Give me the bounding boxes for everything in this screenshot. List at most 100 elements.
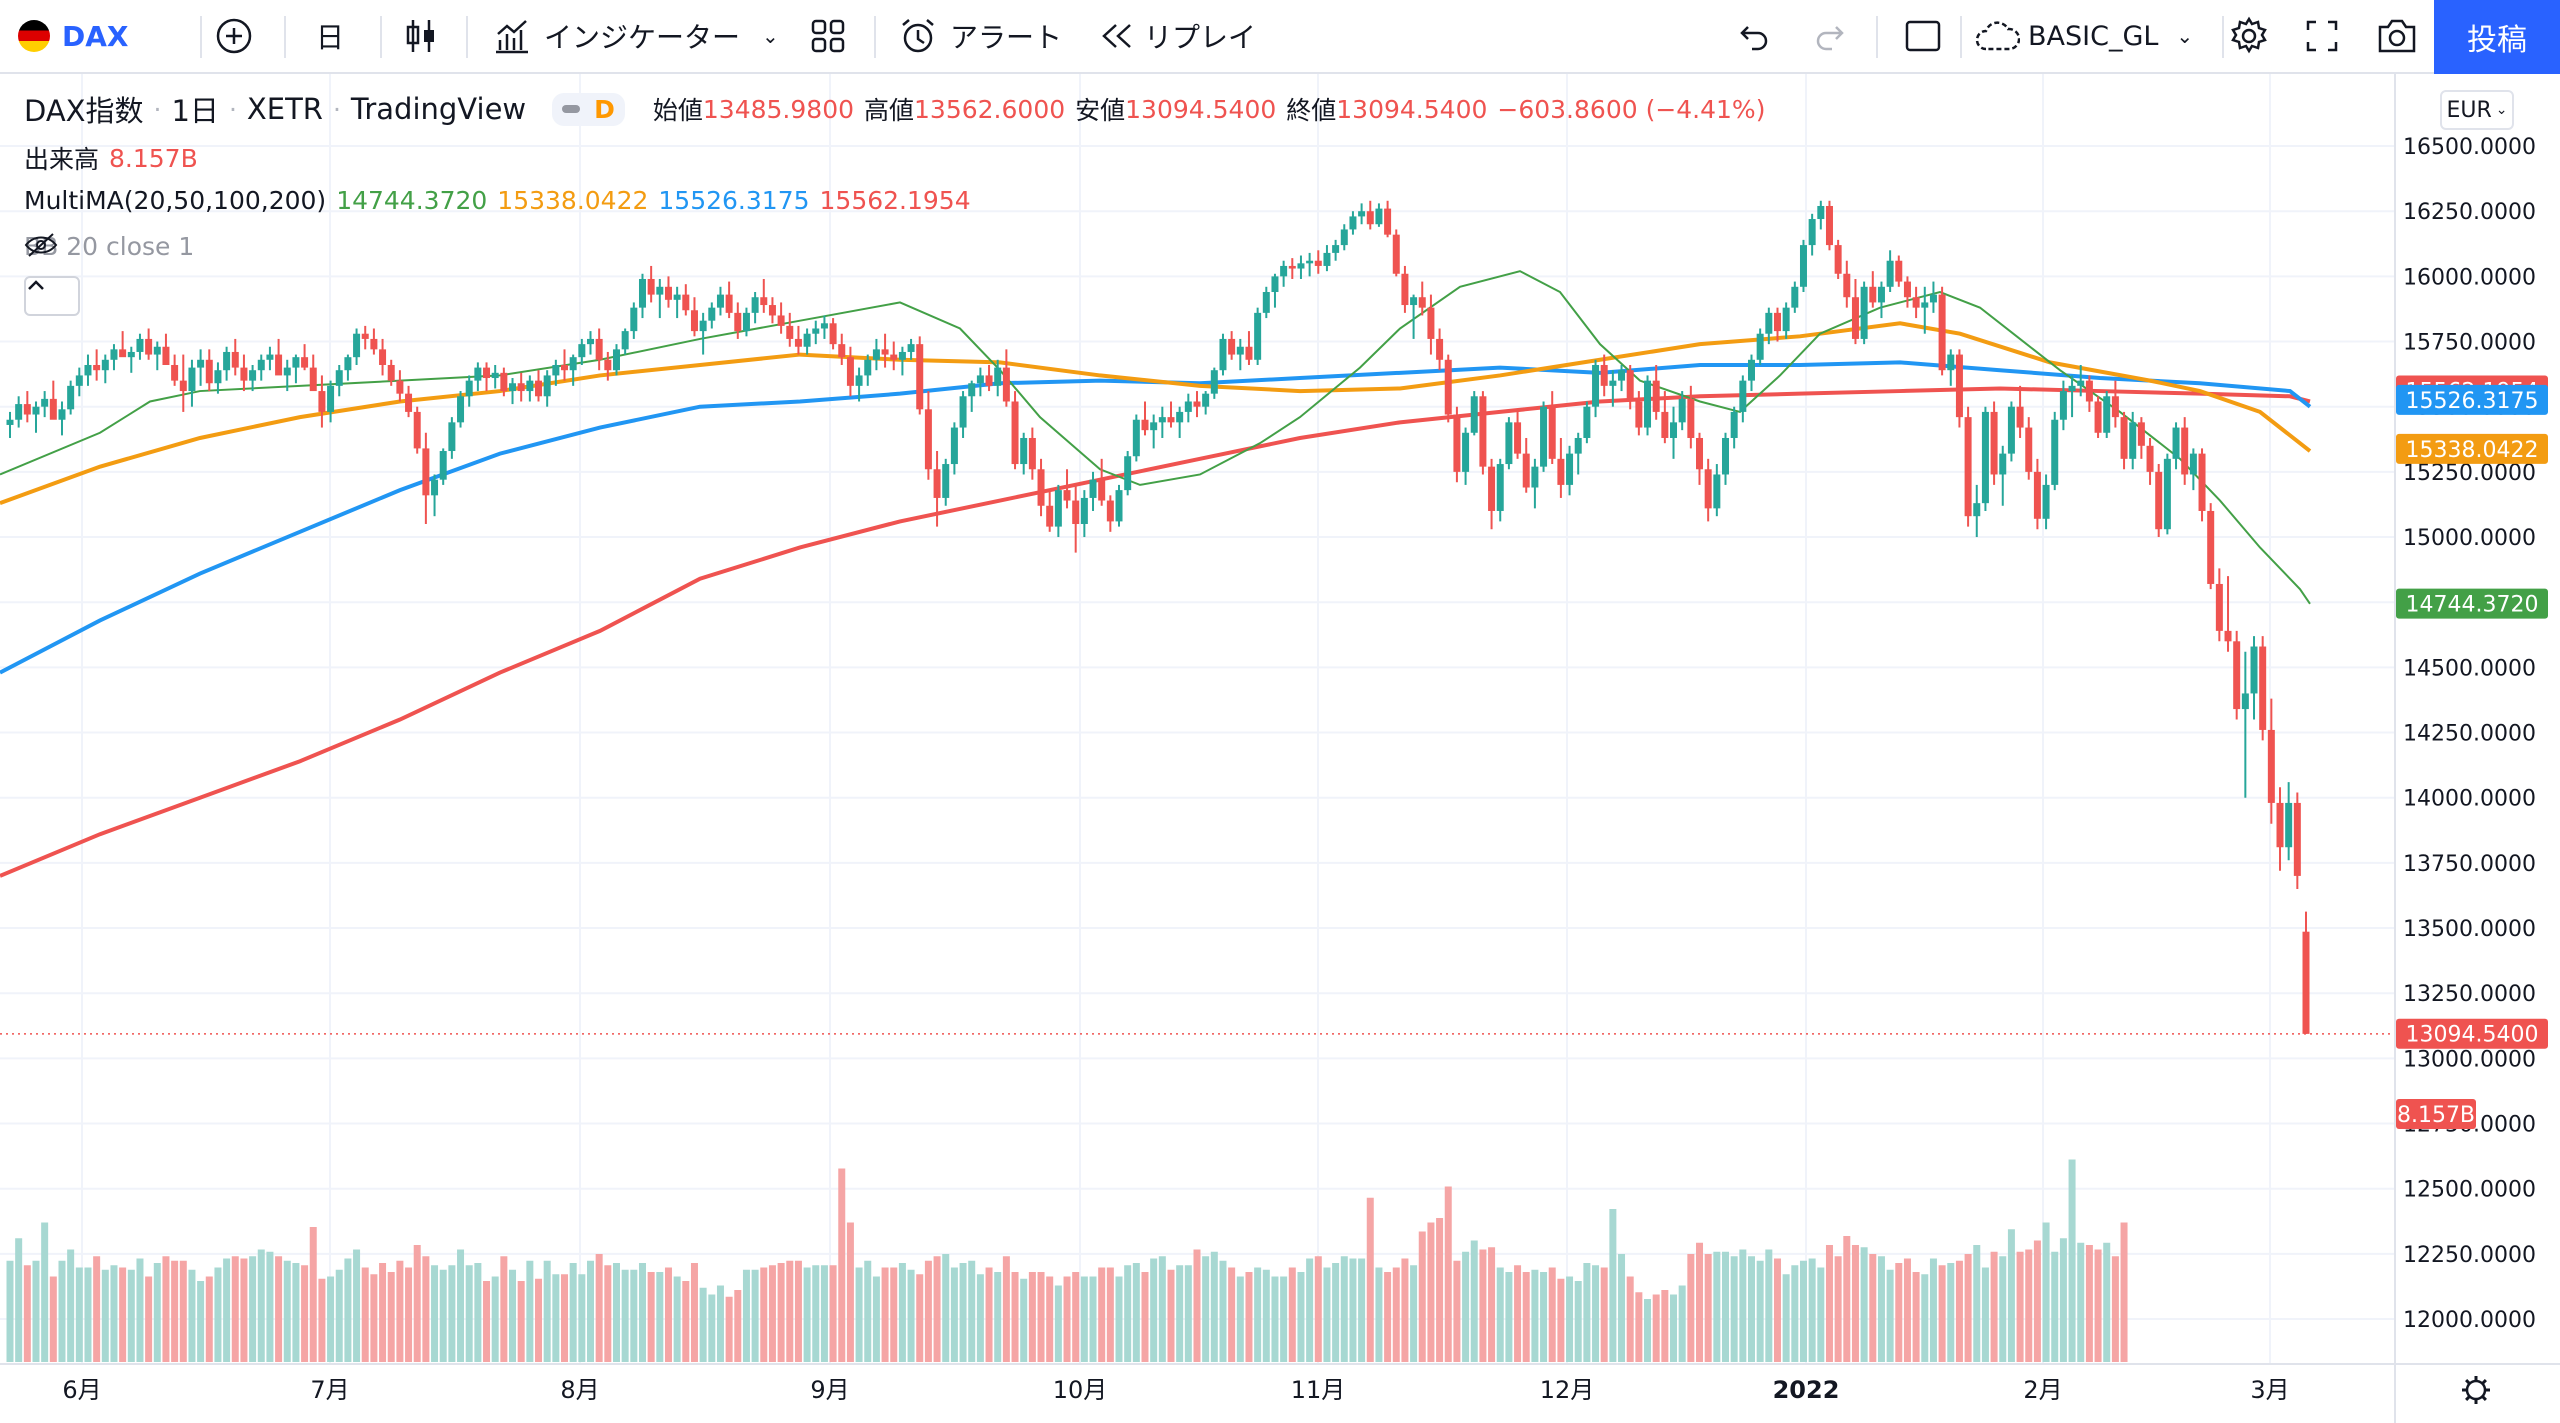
candle-body [526,380,534,392]
candle-body [586,338,594,345]
candle-body [1600,364,1608,386]
candle-body [197,359,205,368]
replay-button[interactable]: リプレイ [1100,0,1256,72]
candle-body [1349,216,1357,230]
candle-body [1583,406,1591,438]
candle-body [1106,500,1114,522]
volume-bar [1020,1278,1028,1362]
candle-body [1262,292,1270,313]
candle-body [2189,453,2197,475]
candle-body [1323,252,1331,266]
volume-bar [1306,1258,1314,1362]
volume-bar [1332,1263,1340,1362]
candle-body [803,333,811,347]
price-axis[interactable] [2395,74,2560,1364]
volume-bar [1981,1267,1989,1362]
volume-legend[interactable]: 出来高 8.157B [24,140,208,176]
volume-bar [838,1168,846,1362]
candle-body [1366,211,1374,225]
candle-body [561,364,569,371]
volume-bar [656,1272,664,1362]
chart-canvas[interactable]: 16500.0000 16250.0000 16000.0000 15750.0000… [0,74,2560,1423]
currency-button[interactable]: EUR ⌄ [2440,90,2514,130]
chart-area[interactable]: 16500.0000 16250.0000 16000.0000 15750.0000… [0,74,2560,1423]
chart-settings-gear-icon[interactable] [2462,1376,2490,1404]
indicators-button[interactable]: インジケーター ⌄ [492,0,779,72]
compare-symbol-button[interactable] [214,0,254,72]
volume-bar [552,1274,560,1362]
candle-body [1202,393,1210,407]
layout-menu-button[interactable]: BASIC_GL ⌄ [1974,0,2193,72]
volume-bar [93,1256,101,1362]
delayed-flag: D [594,94,615,124]
volume-bar [1583,1263,1591,1362]
volume-bar [569,1263,577,1362]
candle-body [6,419,14,425]
candle-body [1921,302,1929,308]
screenshot-button[interactable] [2376,0,2418,72]
indicators-label: インジケーター [544,21,741,54]
candle-body [1938,294,1946,371]
chart-type-button[interactable] [404,0,438,72]
fullscreen-layout-button[interactable] [1904,0,1942,72]
volume-bar [1739,1249,1747,1362]
candle-body [23,404,31,415]
volume-bar [1210,1251,1218,1362]
candle-body [1340,229,1348,246]
alert-button[interactable]: アラート [898,0,1062,72]
candle-body [509,383,517,392]
bb-legend[interactable]: BB 20 close 1 [24,232,204,261]
volume-bar [32,1260,40,1362]
volume-bar [1531,1269,1539,1362]
symbol-search-button[interactable]: DAX [18,0,129,72]
candle-body [1020,437,1028,465]
volume-bar [327,1276,335,1362]
volume-bar [933,1256,941,1362]
layouts-templates-button[interactable] [810,0,846,72]
volume-bar [1661,1290,1669,1362]
candle-body [1028,437,1036,470]
volume-bar [127,1269,135,1362]
volume-bar [1219,1260,1227,1362]
timeframe-button[interactable]: 日 [316,0,344,72]
redo-button[interactable] [1812,0,1846,72]
publish-button[interactable]: 投稿 [2434,0,2560,74]
volume-bar [1054,1285,1062,1362]
volume-bar [257,1249,265,1362]
volume-bar [1418,1231,1426,1362]
volume-bar [846,1222,854,1362]
volume-bar [1375,1267,1383,1362]
price-tick-label: 14500.0000 [2403,656,2536,681]
time-tick-label: 2022 [1773,1376,1840,1404]
price-label: 15338.0422 [2406,438,2539,463]
volume-bar [119,1267,127,1362]
volume-bar [205,1276,213,1362]
volume-bar [1349,1258,1357,1362]
market-status-badge[interactable]: D [552,92,625,126]
volume-bar [1895,1263,1903,1362]
volume-bar [612,1263,620,1362]
change-value: −603.8600 (−4.41%) [1497,94,1766,124]
settings-button[interactable] [2228,0,2270,72]
volume-bar [1496,1267,1504,1362]
volume-bar [101,1269,109,1362]
candle-body [136,338,144,352]
volume-bar [994,1272,1002,1362]
multima-legend[interactable]: MultiMA(20,50,100,200) 14744.3720 15338.… [24,186,981,215]
volume-bar [23,1265,31,1362]
fullscreen-button[interactable] [2304,0,2340,72]
volume-bar [690,1263,698,1362]
undo-button[interactable] [1738,0,1772,72]
ma50-value: 15338.0422 [497,186,649,215]
open-value: 13485.9800 [702,94,855,124]
candle-body [708,307,716,321]
price-tick-label: 16500.0000 [2403,135,2536,160]
candle-body [664,286,672,300]
candle-body [153,346,161,355]
volume-bar [1791,1265,1799,1362]
candle-body [1609,380,1617,386]
collapse-legend-button[interactable] [24,276,80,316]
candle-body [1730,411,1738,438]
eye-hidden-icon[interactable] [24,232,58,258]
volume-bar [1903,1258,1911,1362]
